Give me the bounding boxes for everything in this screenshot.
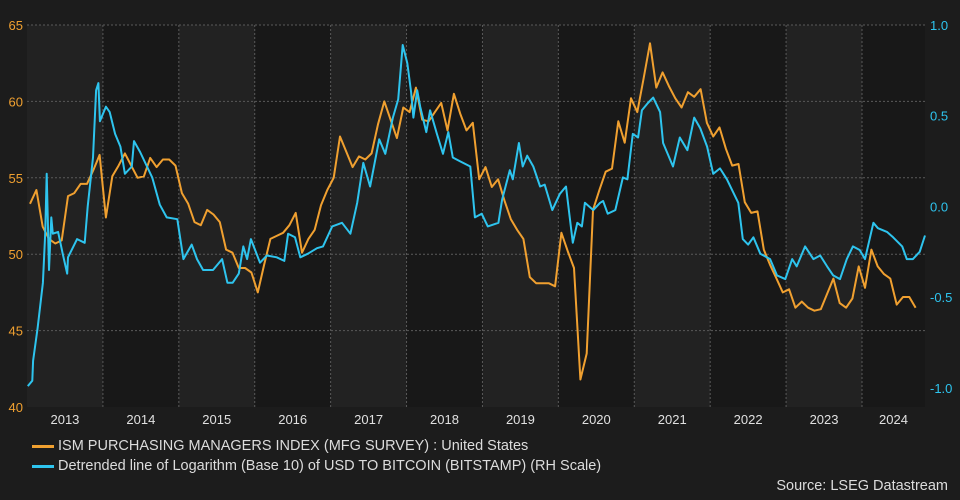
year-band xyxy=(710,25,787,407)
left-y-tick-label: 45 xyxy=(9,324,23,339)
x-tick-label: 2014 xyxy=(126,412,155,427)
left-y-tick-label: 65 xyxy=(9,18,23,33)
year-band xyxy=(178,25,255,407)
year-band xyxy=(482,25,559,407)
year-band xyxy=(406,25,483,407)
right-y-tick-label: 0.5 xyxy=(930,109,948,124)
legend-label-ism: ISM PURCHASING MANAGERS INDEX (MFG SURVE… xyxy=(58,438,529,454)
tick-labels: 2013 2014 2015 2016 2017 2018 2019 2020 2021 2022… xyxy=(9,18,953,427)
left-y-tick-label: 60 xyxy=(9,94,23,109)
legend-label-bitcoin: Detrended line of Logarithm (Base 10) of… xyxy=(58,458,602,474)
year-band xyxy=(634,25,711,407)
x-tick-label: 2016 xyxy=(278,412,307,427)
right-y-tick-label: 0.0 xyxy=(930,199,948,214)
source-note: Source: LSEG Datastream xyxy=(776,478,948,494)
legend-swatch-ism xyxy=(32,444,54,448)
right-y-tick-label: -0.5 xyxy=(930,290,952,305)
series-lines xyxy=(27,42,926,387)
bitcoin-detrended-line xyxy=(27,44,926,387)
x-tick-label: 2015 xyxy=(202,412,231,427)
legend-item-bitcoin: Detrended line of Logarithm (Base 10) of… xyxy=(32,456,601,476)
left-y-tick-label: 50 xyxy=(9,247,23,262)
year-band xyxy=(102,25,179,407)
right-y-tick-label: 1.0 xyxy=(930,18,948,33)
x-tick-label: 2024 xyxy=(879,412,908,427)
x-tick-label: 2023 xyxy=(810,412,839,427)
x-tick-label: 2021 xyxy=(658,412,687,427)
x-tick-label: 2018 xyxy=(430,412,459,427)
year-band xyxy=(330,25,407,407)
ism-pmi-line xyxy=(29,42,917,381)
year-band xyxy=(861,25,925,407)
x-tick-label: 2020 xyxy=(582,412,611,427)
left-y-tick-label: 40 xyxy=(9,400,23,415)
year-band xyxy=(558,25,635,407)
year-bands xyxy=(27,25,925,407)
year-band xyxy=(786,25,862,407)
legend-item-ism: ISM PURCHASING MANAGERS INDEX (MFG SURVE… xyxy=(32,436,601,456)
x-tick-label: 2022 xyxy=(734,412,763,427)
gridlines xyxy=(27,24,925,407)
legend: ISM PURCHASING MANAGERS INDEX (MFG SURVE… xyxy=(32,436,601,476)
x-tick-label: 2013 xyxy=(50,412,79,427)
x-tick-label: 2019 xyxy=(506,412,535,427)
left-y-tick-label: 55 xyxy=(9,171,23,186)
legend-swatch-bitcoin xyxy=(32,464,54,468)
right-y-tick-label: -1.0 xyxy=(930,381,952,396)
x-tick-label: 2017 xyxy=(354,412,383,427)
